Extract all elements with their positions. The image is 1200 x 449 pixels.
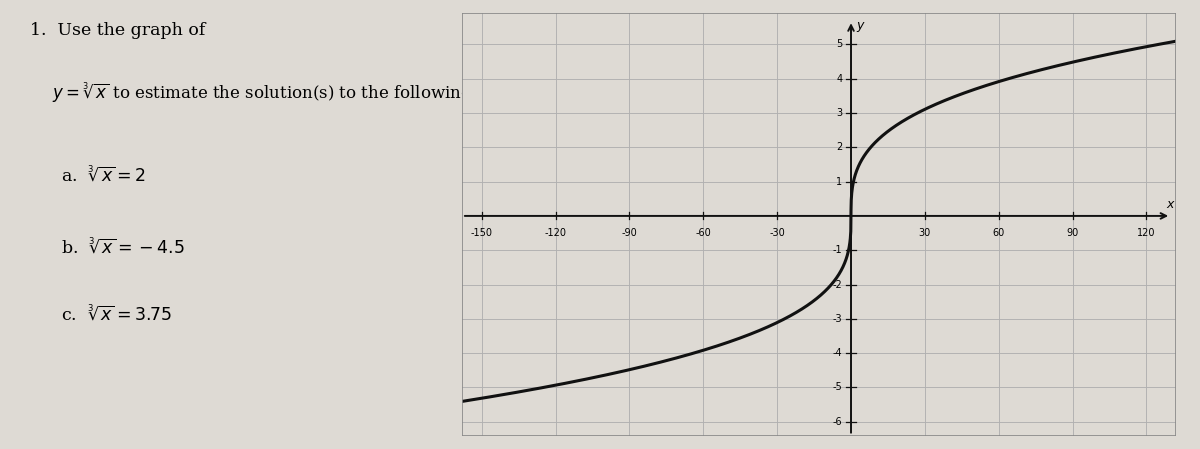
Text: c.  $\sqrt[3]{x} = 3.75$: c. $\sqrt[3]{x} = 3.75$: [61, 305, 172, 325]
Text: -6: -6: [833, 417, 842, 427]
Text: -1: -1: [833, 245, 842, 255]
Text: -150: -150: [470, 228, 493, 238]
Text: 30: 30: [919, 228, 931, 238]
Text: 3: 3: [836, 108, 842, 118]
Text: -30: -30: [769, 228, 785, 238]
Text: b.  $\sqrt[3]{x} = -4.5$: b. $\sqrt[3]{x} = -4.5$: [61, 238, 185, 257]
Text: 4: 4: [836, 74, 842, 84]
Text: $20 + x = 1\mathit{c}\,0$: $20 + x = 1\mathit{c}\,0$: [928, 26, 1060, 45]
Text: $100 - 20 = 80$: $100 - 20 = 80$: [900, 112, 1044, 132]
Text: x: x: [1166, 198, 1174, 211]
Text: 60: 60: [992, 228, 1004, 238]
Text: -90: -90: [622, 228, 637, 238]
Text: y: y: [856, 18, 863, 31]
Text: 1.  Use the graph of: 1. Use the graph of: [30, 22, 205, 40]
Text: -120: -120: [545, 228, 566, 238]
Text: 2: 2: [836, 142, 842, 152]
Text: 90: 90: [1067, 228, 1079, 238]
Text: 120: 120: [1138, 228, 1156, 238]
Text: -5: -5: [833, 383, 842, 392]
Text: 5: 5: [836, 40, 842, 49]
Text: -3: -3: [833, 314, 842, 324]
Text: $y = \sqrt[3]{x}$ to estimate the solution(s) to the following equations.: $y = \sqrt[3]{x}$ to estimate the soluti…: [52, 81, 564, 105]
Text: -60: -60: [696, 228, 712, 238]
Text: 1: 1: [836, 176, 842, 187]
Text: -4: -4: [833, 348, 842, 358]
Text: a.  $\sqrt[3]{x} = 2$: a. $\sqrt[3]{x} = 2$: [61, 166, 146, 185]
Text: -2: -2: [833, 280, 842, 290]
